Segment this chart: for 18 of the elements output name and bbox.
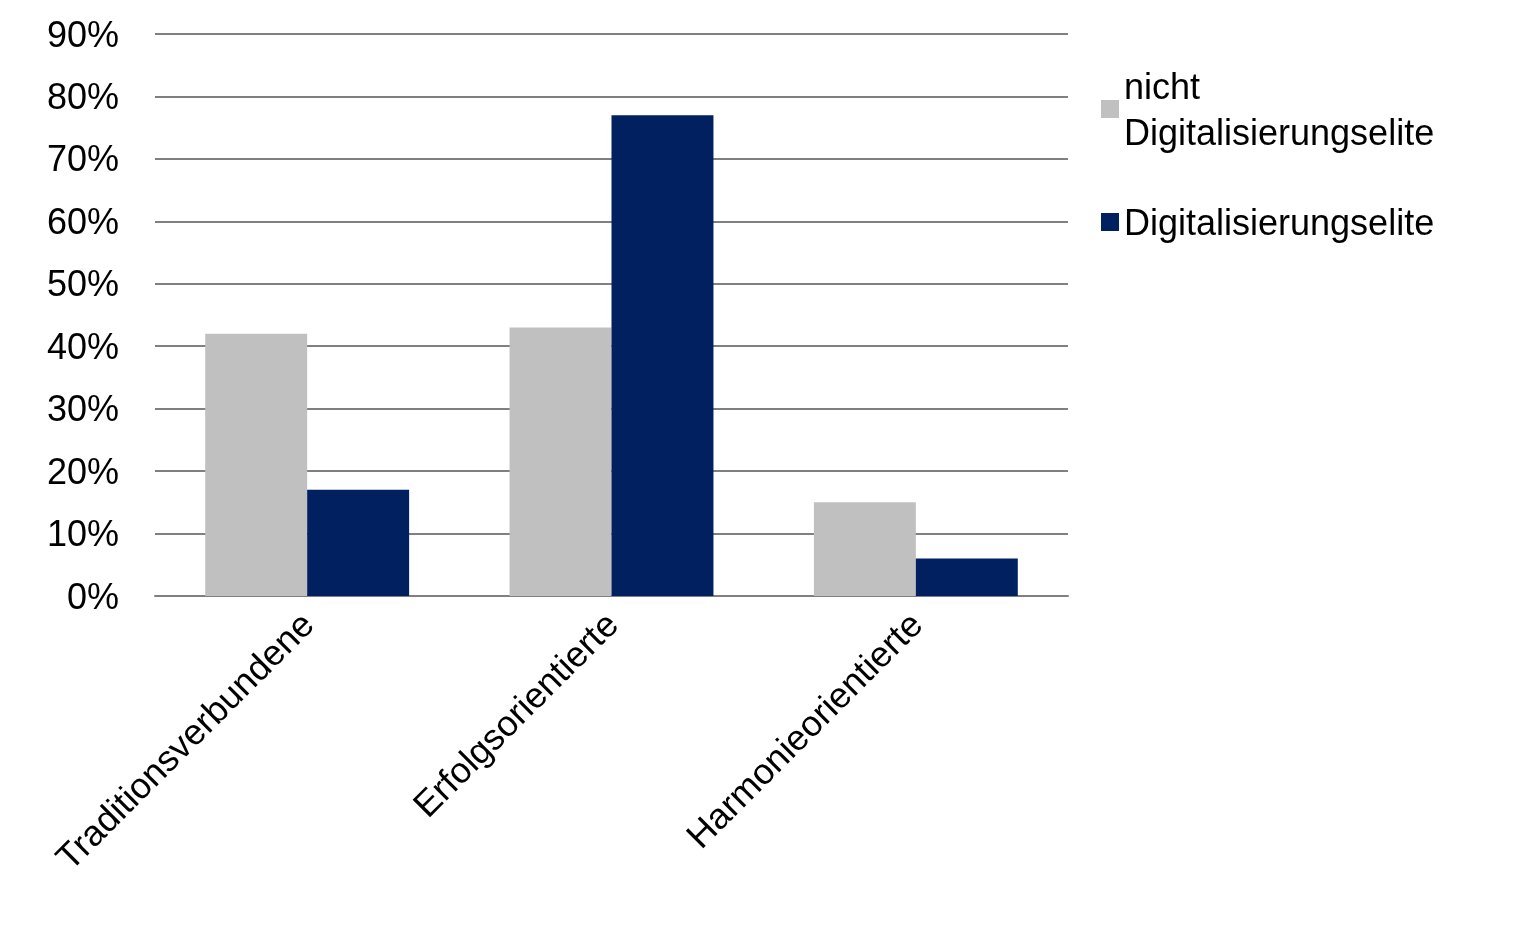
bar [307,489,410,596]
y-tick-label: 40% [46,325,119,367]
y-tick-label: 60% [46,200,119,242]
legend-label: Digitalisierungselite [1124,201,1435,243]
bar [509,327,612,596]
y-tick-label: 50% [46,263,119,305]
y-tick-label: 10% [46,513,119,555]
y-tick-label: 20% [46,450,119,492]
bar [611,115,714,596]
bar [915,558,1018,596]
y-tick-label: 0% [66,575,119,617]
y-tick-label: 30% [46,388,119,430]
y-tick-label: 70% [46,138,119,180]
y-tick-label: 90% [46,13,119,55]
bar [813,502,916,596]
y-tick-label: 80% [46,75,119,117]
bar [205,333,308,596]
legend-label: nicht Digitalisierungselite [1124,65,1435,153]
